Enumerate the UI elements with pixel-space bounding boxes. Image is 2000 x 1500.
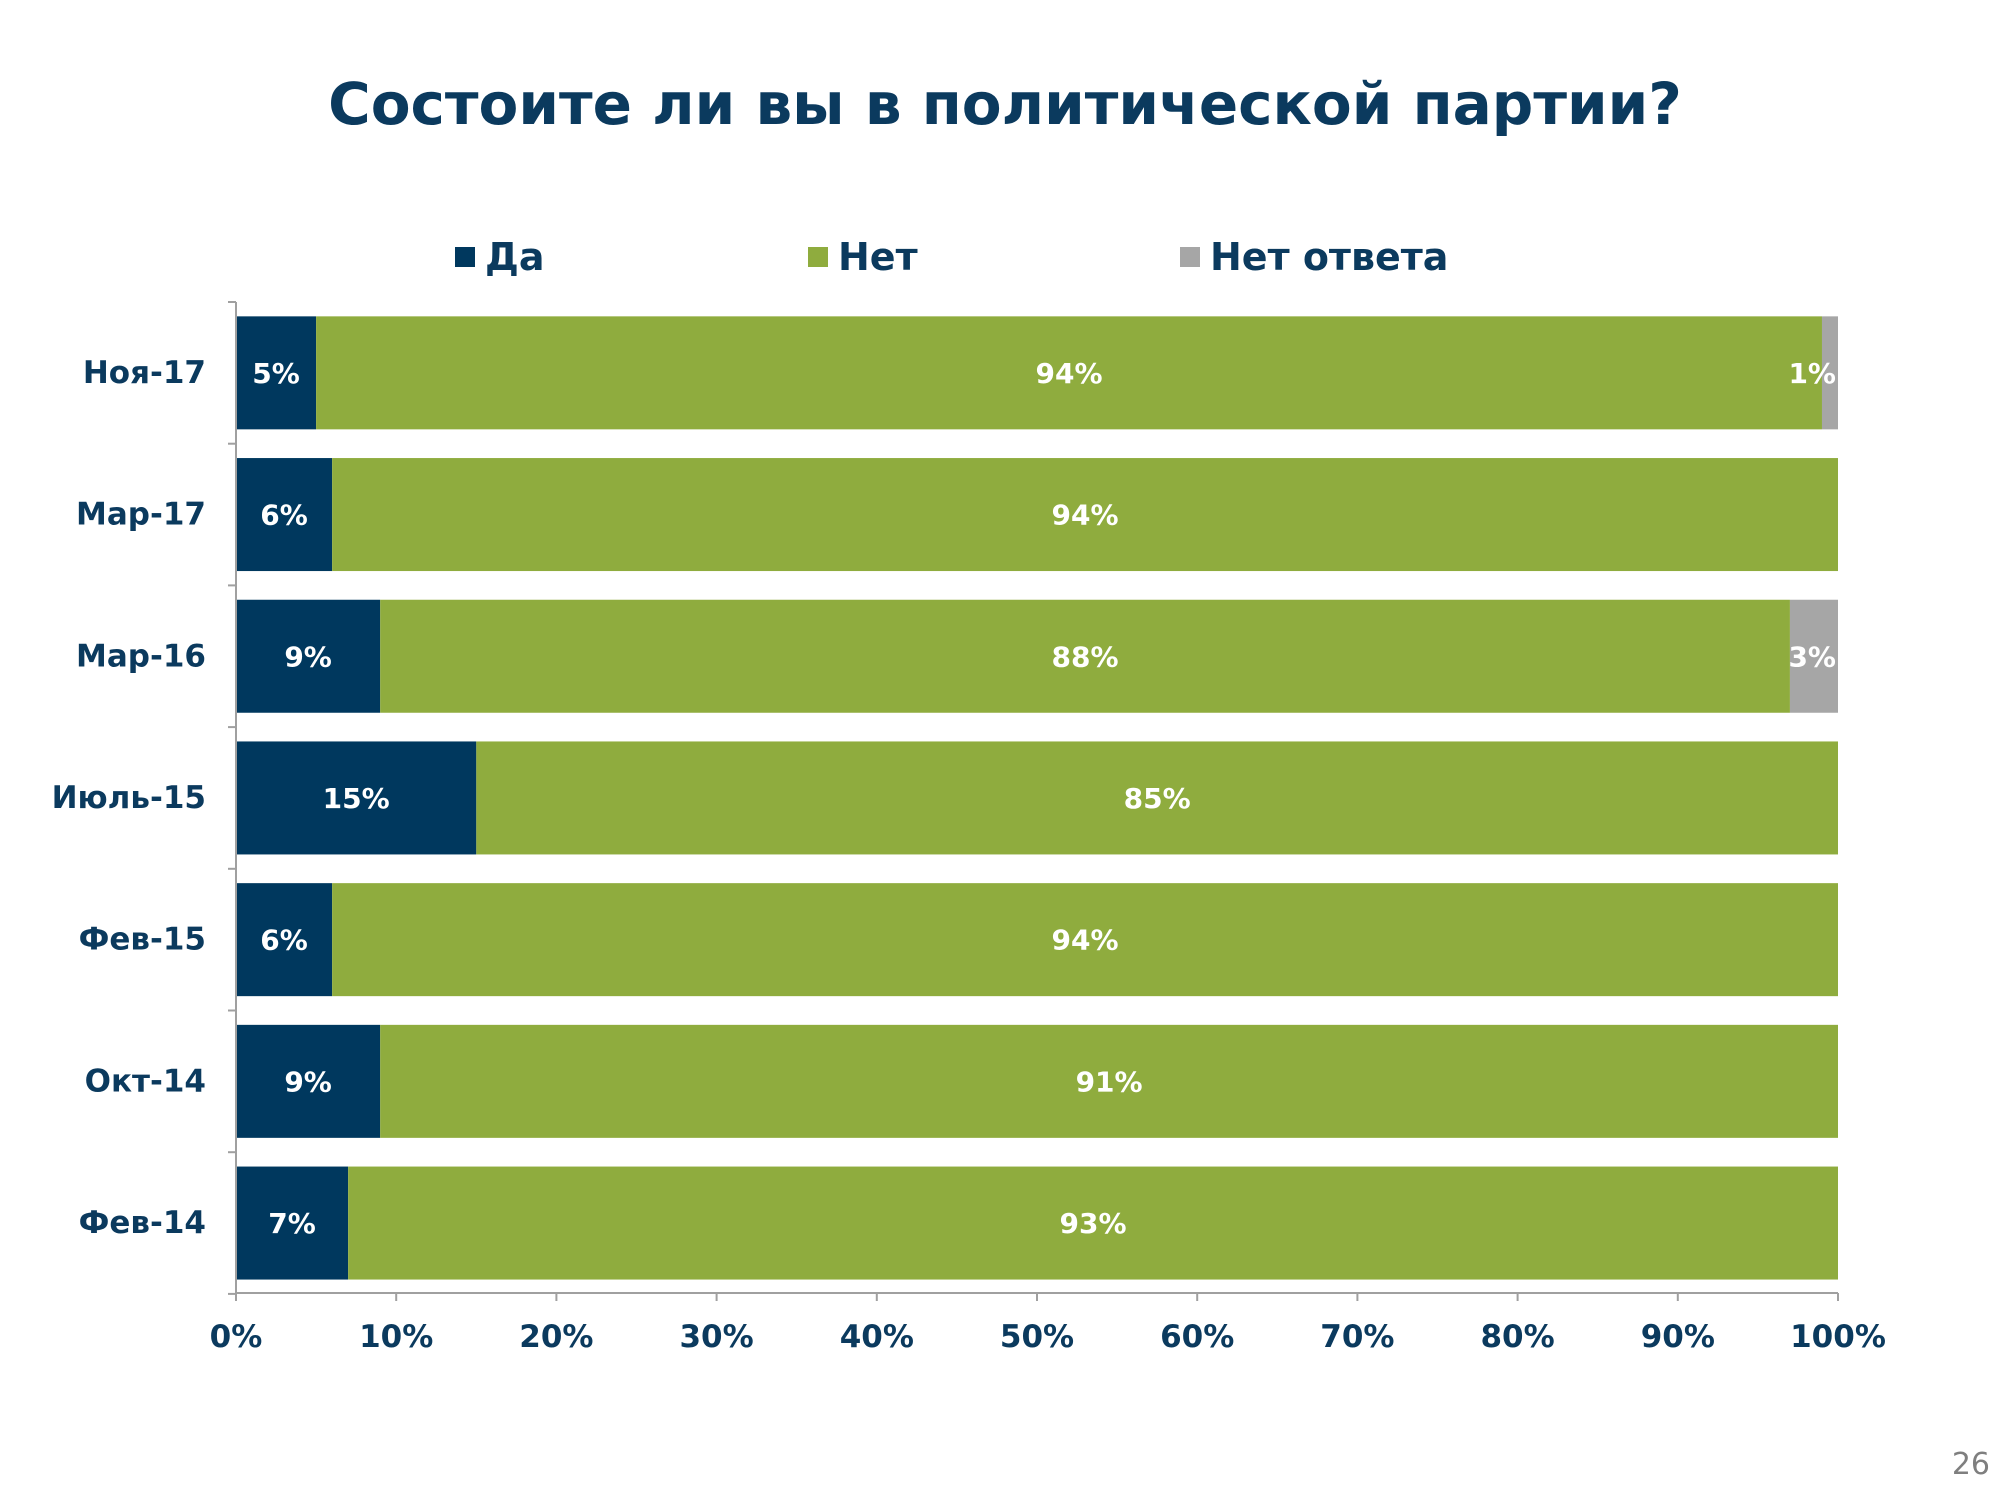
data-label-0-6: 7% — [268, 1207, 316, 1240]
axes: Ноя-17 Мар-17 Мар-16 Июль-15 Фев-15 Окт-14 Фев… — [52, 301, 1886, 1355]
data-label-0-1: 6% — [260, 499, 308, 532]
data-label-1-2: 88% — [1052, 640, 1119, 673]
chart-title: Состоите ли вы в политической партии? — [328, 70, 1682, 138]
data-label-1-0: 94% — [1036, 357, 1103, 390]
bar-0-6 — [236, 1166, 349, 1280]
legend-swatch-1 — [808, 247, 828, 267]
bar-1-6 — [348, 1166, 1838, 1280]
x-tick-label-4: 40% — [840, 1319, 914, 1355]
x-tick-label-7: 70% — [1320, 1319, 1394, 1355]
data-label-1-4: 94% — [1052, 924, 1119, 957]
category-label-4: Фев-15 — [79, 922, 206, 958]
bar-2-0 — [1821, 316, 1838, 430]
bar-0-4 — [236, 883, 333, 997]
category-label-2: Мар-16 — [76, 638, 206, 674]
legend-label-0: Да — [485, 235, 545, 279]
legend-swatch-2 — [1180, 247, 1200, 267]
data-label-2-2: 3% — [1788, 640, 1836, 673]
data-label-1-5: 91% — [1076, 1065, 1143, 1098]
category-label-0: Ноя-17 — [83, 355, 206, 391]
data-label-0-5: 9% — [284, 1065, 332, 1098]
data-label-1-6: 93% — [1060, 1207, 1127, 1240]
bars: 5% 94% 1% 6% 94% 9% 88% 3% 15% 85% 6% 94% 9% 91% 7% 93% — [236, 316, 1839, 1280]
x-tick-label-9: 90% — [1641, 1319, 1715, 1355]
x-tick-label-2: 20% — [519, 1319, 593, 1355]
legend-label-1: Нет — [838, 235, 918, 279]
category-label-3: Июль-15 — [52, 780, 206, 816]
data-label-0-3: 15% — [323, 782, 390, 815]
data-label-0-4: 6% — [260, 924, 308, 957]
legend-label-2: Нет ответа — [1210, 235, 1448, 279]
category-label-1: Мар-17 — [76, 497, 206, 533]
bar-1-5 — [380, 1024, 1839, 1138]
x-tick-label-8: 80% — [1480, 1319, 1554, 1355]
data-label-0-0: 5% — [252, 357, 300, 390]
bar-0-2 — [236, 599, 381, 713]
category-label-6: Фев-14 — [79, 1205, 206, 1241]
bar-0-0 — [236, 316, 317, 430]
legend: Да Нет Нет ответа — [455, 235, 1448, 279]
x-tick-label-0: 0% — [210, 1319, 263, 1355]
x-tick-label-1: 10% — [359, 1319, 433, 1355]
bar-0-3 — [236, 741, 477, 855]
bar-2-2 — [1789, 599, 1838, 713]
bar-1-3 — [476, 741, 1838, 855]
x-tick-label-6: 60% — [1160, 1319, 1234, 1355]
x-tick-label-10: 100% — [1790, 1319, 1886, 1355]
data-label-1-1: 94% — [1052, 499, 1119, 532]
data-label-1-3: 85% — [1124, 782, 1191, 815]
x-tick-label-3: 30% — [679, 1319, 753, 1355]
bar-0-1 — [236, 458, 333, 572]
bar-1-1 — [332, 458, 1838, 572]
x-tick-label-5: 50% — [1000, 1319, 1074, 1355]
page-number: 26 — [1952, 1447, 1990, 1482]
data-label-0-2: 9% — [284, 640, 332, 673]
bar-1-0 — [316, 316, 1822, 430]
data-label-2-0: 1% — [1788, 357, 1836, 390]
bar-0-5 — [236, 1024, 381, 1138]
bar-1-4 — [332, 883, 1838, 997]
category-label-5: Окт-14 — [85, 1063, 206, 1099]
legend-swatch-0 — [455, 247, 475, 267]
bar-1-2 — [380, 599, 1790, 713]
